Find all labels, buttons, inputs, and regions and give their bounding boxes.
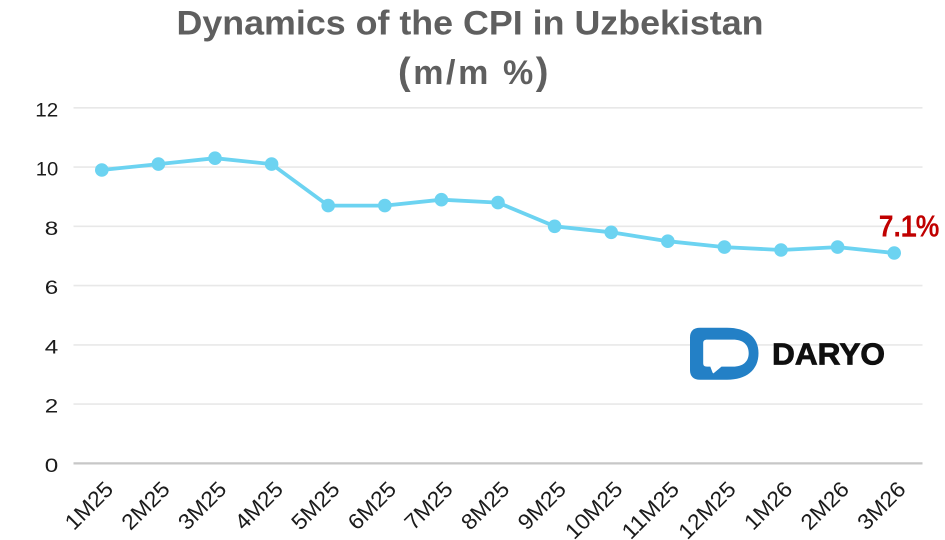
svg-text:DARYO: DARYO [772, 338, 885, 372]
svg-text:4: 4 [45, 336, 59, 358]
svg-text:6: 6 [45, 277, 59, 299]
svg-text:8: 8 [45, 218, 59, 240]
svg-text:2: 2 [45, 396, 59, 418]
svg-text:12: 12 [35, 99, 58, 121]
svg-text:Dynamics of the CPI in Uzbekis: Dynamics of the CPI in Uzbekistan [177, 4, 764, 42]
svg-text:0: 0 [45, 455, 59, 477]
svg-text:(m/m %): (m/m %) [398, 51, 551, 93]
svg-text:7.1%: 7.1% [879, 209, 940, 244]
svg-text:10: 10 [36, 159, 59, 181]
